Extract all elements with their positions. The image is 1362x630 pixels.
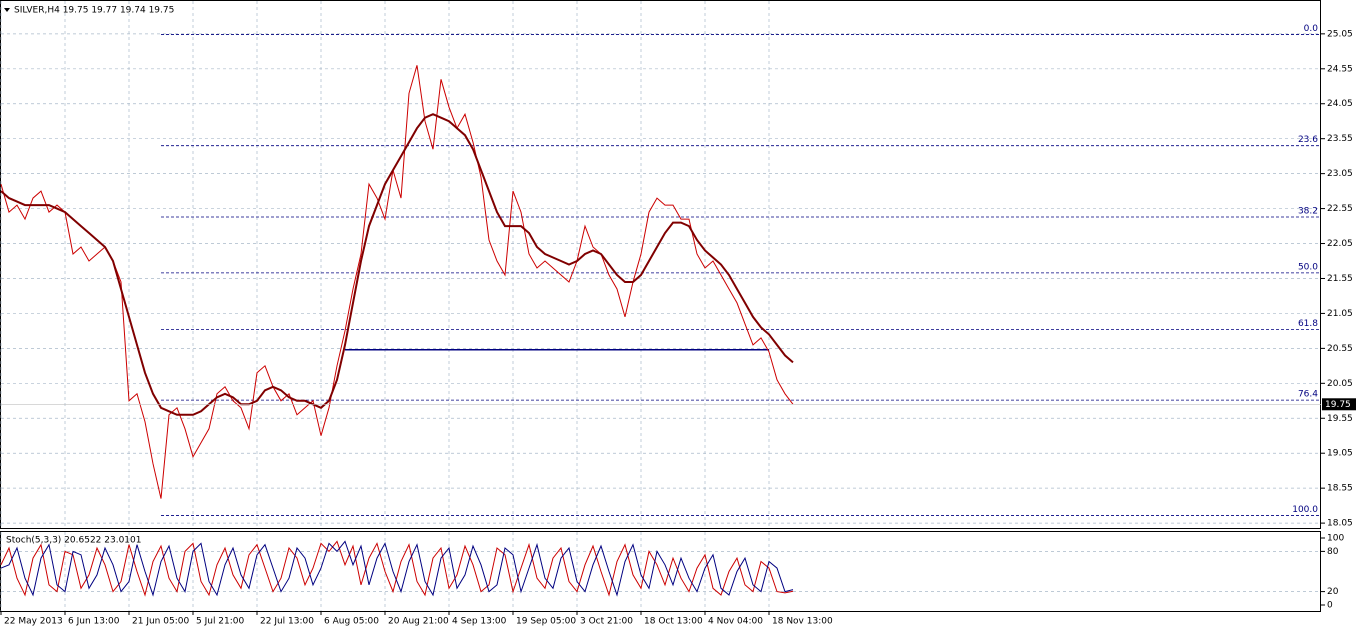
y-tick-label: 0 xyxy=(1327,601,1333,611)
x-tick-label: 4 Nov 04:00 xyxy=(708,617,763,627)
y-tick-label: 21.05 xyxy=(1327,309,1353,319)
fib-label: 50.0 xyxy=(1298,262,1318,272)
stoch-line xyxy=(0,540,794,597)
menu-arrow xyxy=(4,8,10,12)
y-tick-label: 20 xyxy=(1327,587,1339,597)
stoch-line xyxy=(0,540,794,597)
y-tick-label: 22.05 xyxy=(1327,239,1353,249)
fib-label: 61.8 xyxy=(1298,319,1318,329)
y-tick-label: 19.05 xyxy=(1327,449,1353,459)
x-tick-label: 22 Jul 13:00 xyxy=(260,617,314,627)
y-tick-label: 24.55 xyxy=(1327,64,1353,74)
stoch-title: Stoch(5,3,3) 20.6522 23.0101 xyxy=(6,536,141,546)
chart-title: SILVER,H4 19.75 19.77 19.74 19.75 xyxy=(14,6,174,16)
x-tick-label: 20 Aug 21:00 xyxy=(388,617,449,627)
y-tick-label: 18.55 xyxy=(1327,484,1353,494)
y-tick-label: 22.55 xyxy=(1327,204,1353,214)
x-tick-label: 6 Aug 05:00 xyxy=(324,617,379,627)
x-tick-label: 18 Nov 13:00 xyxy=(772,617,833,627)
y-tick-label: 23.55 xyxy=(1327,134,1353,144)
last-price-box xyxy=(1322,398,1356,411)
fib-label: 23.6 xyxy=(1298,135,1318,145)
x-tick-label: 6 Jun 13:00 xyxy=(68,617,120,627)
y-tick-label: 20.55 xyxy=(1327,344,1353,354)
y-tick-label: 21.55 xyxy=(1327,274,1353,284)
fib-label: 100.0 xyxy=(1292,505,1318,515)
y-tick-label: 18.05 xyxy=(1327,519,1353,529)
x-tick-label: 3 Oct 21:00 xyxy=(580,617,633,627)
stoch-pane xyxy=(0,531,1321,612)
main-pane xyxy=(0,0,1321,529)
fib-label: 38.2 xyxy=(1298,206,1318,216)
y-tick-label: 100 xyxy=(1327,534,1344,544)
x-tick-label: 18 Oct 13:00 xyxy=(644,617,703,627)
y-tick-label: 19.55 xyxy=(1327,414,1353,424)
y-tick-label: 20.05 xyxy=(1327,379,1353,389)
y-tick-label: 23.05 xyxy=(1327,169,1353,179)
fib-label: 76.4 xyxy=(1298,390,1318,400)
y-tick-label: 24.05 xyxy=(1327,99,1353,109)
fib-label: 0.0 xyxy=(1304,24,1319,34)
x-tick-label: 19 Sep 05:00 xyxy=(516,617,576,627)
x-tick-label: 5 Jul 21:00 xyxy=(196,617,245,627)
x-tick-label: 22 May 2013 xyxy=(4,617,63,627)
ma-line xyxy=(0,113,794,416)
price-line xyxy=(0,65,794,499)
y-tick-label: 25.05 xyxy=(1327,29,1353,39)
last-price-label: 19.75 xyxy=(1325,400,1351,410)
y-tick-label: 80 xyxy=(1327,547,1339,557)
x-tick-label: 4 Sep 13:00 xyxy=(452,617,507,627)
x-tick-label: 21 Jun 05:00 xyxy=(132,617,189,627)
